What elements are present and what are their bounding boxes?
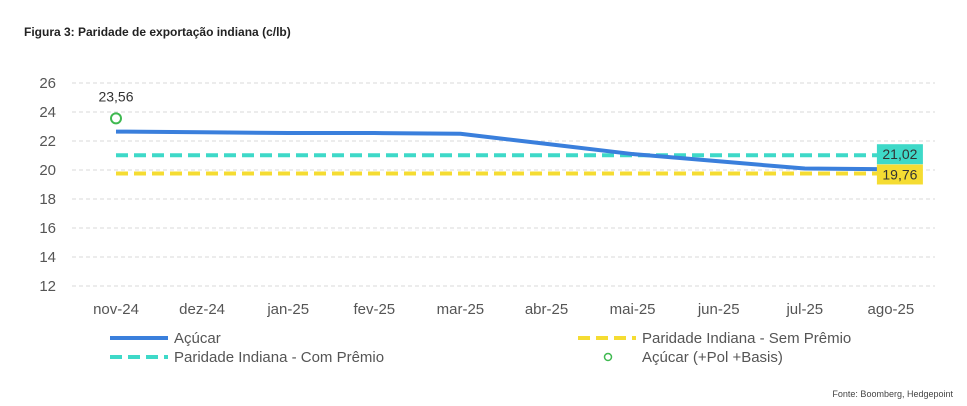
x-tick-label: jan-25: [266, 301, 309, 318]
value-label: 23,56: [98, 88, 133, 104]
x-tick-label: fev-25: [353, 301, 395, 318]
legend-label: Açúcar (+Pol +Basis): [642, 349, 783, 366]
source-note: Fonte: Boomberg, Hedgepoint: [832, 389, 953, 399]
x-tick-label: dez-24: [179, 301, 225, 318]
value-label: 21,02: [882, 146, 917, 162]
value-label-box: [876, 144, 923, 165]
value-label: 19,76: [882, 166, 917, 182]
y-tick-label: 18: [39, 191, 56, 208]
value-label-box: [876, 164, 923, 185]
y-tick-label: 12: [39, 278, 56, 295]
legend-swatch: [603, 352, 613, 362]
legend-label: Paridade Indiana - Com Prêmio: [174, 349, 384, 366]
y-tick-label: 26: [39, 75, 56, 92]
y-tick-label: 16: [39, 220, 56, 237]
x-tick-label: nov-24: [93, 301, 139, 318]
figure-title: Figura 3: Paridade de exportação indiana…: [24, 25, 291, 39]
legend-label: Açúcar: [174, 330, 221, 347]
x-tick-label: mai-25: [610, 301, 656, 318]
x-tick-label: abr-25: [525, 301, 568, 318]
data-point-marker: [110, 112, 122, 125]
legend-label: Paridade Indiana - Sem Prêmio: [642, 330, 851, 347]
y-tick-label: 14: [39, 249, 56, 266]
series-line: [115, 129, 891, 172]
y-tick-label: 22: [39, 133, 56, 150]
x-tick-label: ago-25: [868, 301, 915, 318]
x-tick-label: jun-25: [697, 301, 740, 318]
y-tick-label: 20: [39, 162, 56, 179]
x-tick-label: jul-25: [785, 301, 823, 318]
y-tick-label: 24: [39, 104, 56, 121]
x-tick-label: mar-25: [437, 301, 485, 318]
